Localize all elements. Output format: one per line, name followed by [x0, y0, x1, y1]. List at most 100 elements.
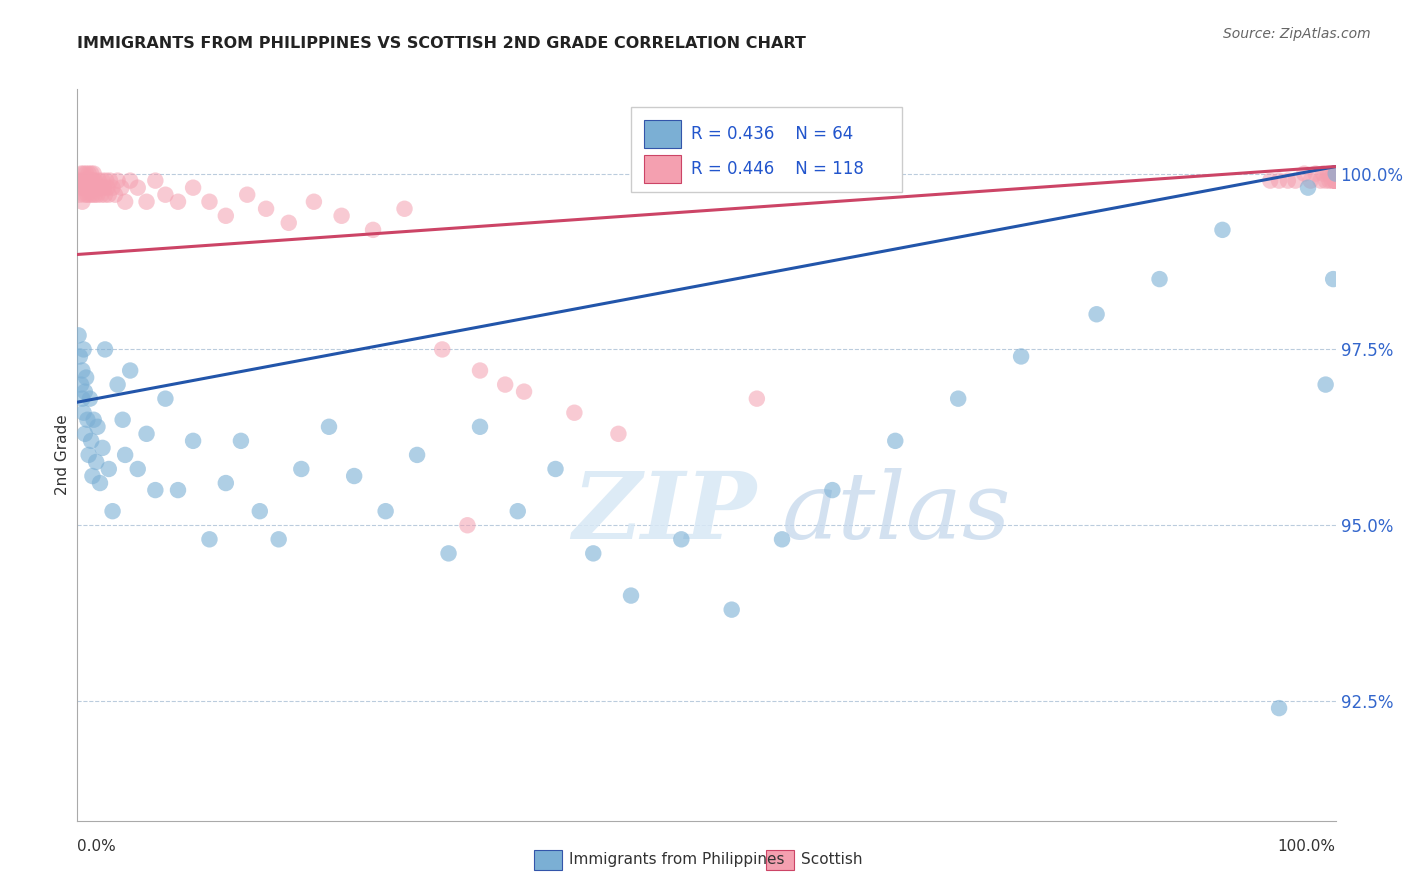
Point: [1277, 174, 1299, 188]
Point: [1324, 174, 1347, 188]
Point: [1324, 167, 1347, 181]
Point: [1294, 167, 1316, 181]
Point: [198, 194, 221, 209]
Point: [1258, 174, 1281, 188]
Point: [98, 174, 121, 188]
Point: [70, 180, 93, 194]
FancyBboxPatch shape: [631, 108, 901, 192]
Point: [437, 546, 460, 560]
Text: 100.0%: 100.0%: [1278, 839, 1336, 854]
Point: [91, 441, 114, 455]
Point: [236, 187, 259, 202]
Point: [135, 194, 157, 209]
Point: [107, 377, 129, 392]
Point: [1324, 167, 1347, 181]
Point: [76, 174, 98, 188]
Point: [1324, 167, 1347, 181]
Point: [720, 602, 742, 616]
Point: [1324, 167, 1347, 181]
Point: [1284, 174, 1306, 188]
Point: [120, 363, 142, 377]
Point: [1324, 167, 1347, 181]
Point: [84, 455, 107, 469]
Point: [73, 174, 96, 188]
Point: [1324, 174, 1347, 188]
Point: [90, 187, 112, 202]
Point: [468, 419, 491, 434]
Point: [1324, 167, 1347, 181]
Point: [544, 462, 567, 476]
Point: [1324, 174, 1347, 188]
Point: [406, 448, 429, 462]
Point: [80, 434, 103, 448]
Point: [948, 392, 970, 406]
Point: [1320, 174, 1343, 188]
Point: [89, 180, 111, 194]
Point: [82, 187, 104, 202]
Point: [1324, 174, 1347, 188]
Point: [69, 350, 91, 364]
Point: [1324, 167, 1347, 181]
Point: [249, 504, 271, 518]
Point: [143, 483, 166, 497]
Text: Scottish: Scottish: [801, 853, 863, 867]
Point: [181, 434, 204, 448]
Point: [77, 448, 100, 462]
Point: [821, 483, 844, 497]
Point: [127, 462, 149, 476]
Point: [1319, 174, 1341, 188]
Point: [135, 426, 157, 441]
Point: [72, 180, 94, 194]
Point: [1324, 174, 1347, 188]
Point: [87, 174, 110, 188]
Point: [1324, 167, 1347, 181]
Point: [120, 174, 142, 188]
Point: [104, 187, 127, 202]
Point: [468, 363, 491, 377]
Point: [432, 343, 454, 357]
Text: R = 0.436    N = 64: R = 0.436 N = 64: [692, 125, 853, 143]
Point: [1317, 167, 1340, 181]
Point: [1211, 223, 1233, 237]
Text: R = 0.446    N = 118: R = 0.446 N = 118: [692, 160, 865, 178]
Bar: [644, 120, 682, 148]
Point: [343, 469, 366, 483]
Point: [1322, 167, 1344, 181]
Point: [72, 174, 94, 188]
Point: [215, 209, 238, 223]
Point: [67, 328, 90, 343]
Point: [1324, 167, 1347, 181]
Point: [77, 180, 100, 194]
Point: [1324, 174, 1347, 188]
Point: [330, 209, 353, 223]
Point: [1324, 174, 1347, 188]
Point: [86, 419, 108, 434]
Point: [1323, 174, 1346, 188]
Point: [582, 546, 605, 560]
Point: [1324, 174, 1347, 188]
Point: [94, 187, 117, 202]
Point: [215, 476, 238, 491]
Point: [229, 434, 252, 448]
Point: [1312, 167, 1334, 181]
Text: Source: ZipAtlas.com: Source: ZipAtlas.com: [1223, 27, 1371, 41]
Point: [83, 167, 105, 181]
Point: [91, 174, 114, 188]
Point: [1324, 167, 1347, 181]
Point: [1324, 174, 1347, 188]
Point: [72, 406, 94, 420]
Point: [745, 392, 768, 406]
Point: [84, 180, 107, 194]
Point: [94, 343, 117, 357]
Point: [1324, 174, 1347, 188]
Point: [1324, 167, 1347, 181]
Point: [1299, 174, 1322, 188]
Text: 0.0%: 0.0%: [77, 839, 117, 854]
Point: [79, 174, 101, 188]
Point: [198, 533, 221, 547]
Point: [1324, 174, 1347, 188]
Point: [1322, 272, 1344, 286]
Point: [1324, 174, 1347, 188]
Point: [770, 533, 793, 547]
Point: [1268, 174, 1291, 188]
